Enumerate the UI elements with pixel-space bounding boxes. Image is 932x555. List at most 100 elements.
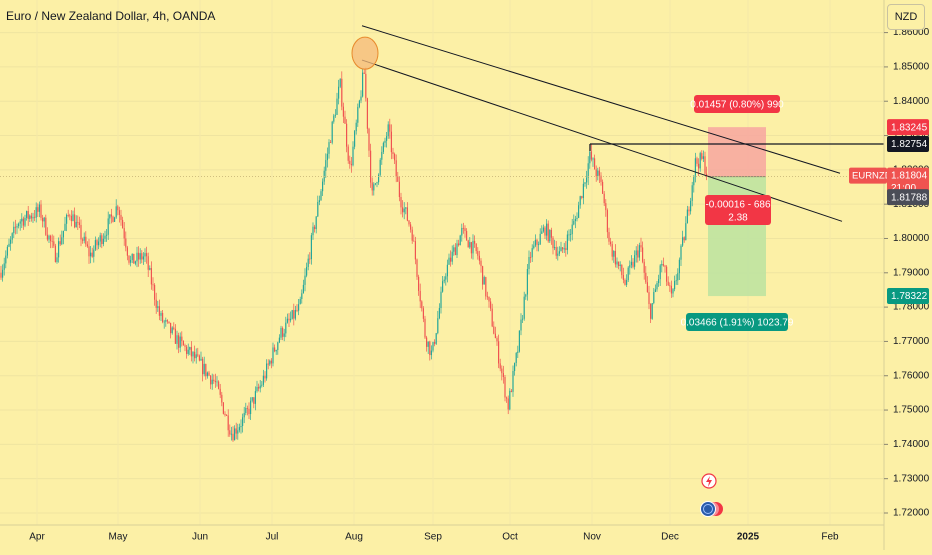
take-profit-zone[interactable]: [708, 176, 766, 297]
candle-body: [491, 308, 493, 327]
candle-body: [170, 322, 172, 334]
candle-body: [35, 207, 37, 218]
level-price-tag-bg: [887, 135, 929, 152]
candle-body: [683, 237, 685, 241]
candle-body: [280, 327, 282, 338]
x-tick-label: Sep: [424, 532, 442, 543]
trendline-lower[interactable]: [361, 59, 843, 222]
candle-body: [130, 259, 132, 263]
stop-loss-zone[interactable]: [708, 127, 766, 177]
candle-body: [422, 308, 424, 319]
candle-body: [462, 227, 464, 229]
candle-body: [368, 128, 370, 151]
candle-body: [294, 309, 296, 319]
candle-body: [629, 265, 631, 268]
candle-body: [632, 261, 634, 267]
candle-body: [306, 266, 308, 276]
candle-body: [557, 253, 559, 256]
candle-body: [589, 151, 591, 164]
candle-body: [291, 310, 293, 319]
candle-body: [590, 151, 592, 160]
candle-body: [312, 226, 314, 236]
candle-body: [270, 360, 272, 364]
candle-body: [259, 385, 261, 389]
candle-body: [547, 223, 549, 242]
candle-body: [384, 140, 386, 143]
stop-price-tag: 1.83245: [891, 122, 928, 133]
candle-body: [626, 280, 628, 285]
candle-body: [29, 215, 31, 219]
candle-body: [485, 277, 487, 297]
open-pnl-label-bg: [705, 195, 771, 225]
candle-body: [94, 240, 96, 250]
candle-body: [194, 351, 196, 359]
candle-body: [677, 273, 679, 281]
candle-body: [330, 142, 332, 143]
candle-body: [277, 342, 279, 351]
candle-body: [494, 333, 496, 339]
candle-body: [531, 248, 533, 258]
candle-body: [2, 269, 4, 278]
candle-body: [286, 318, 288, 323]
trendline-upper[interactable]: [361, 25, 841, 174]
candle-body: [502, 373, 504, 378]
candle-body: [595, 169, 597, 177]
candle-body: [363, 72, 365, 74]
y-axis[interactable]: 1.860001.850001.840001.830001.820001.810…: [883, 0, 930, 550]
candle-body: [622, 275, 624, 280]
candle-body: [8, 243, 10, 247]
candle-body: [187, 349, 189, 354]
entry-price-tag-bg: [887, 189, 929, 206]
candle-body: [339, 78, 341, 87]
drawings[interactable]: [0, 25, 884, 222]
y-tick-label: 1.72000: [893, 508, 930, 519]
candle-body: [264, 375, 266, 379]
economic-event-icon[interactable]: [700, 501, 716, 517]
candle-body: [480, 260, 482, 267]
candle-body: [13, 226, 15, 234]
candle-body: [570, 234, 572, 235]
candle-body: [411, 229, 413, 241]
candle-body: [466, 230, 468, 241]
candle-body: [678, 259, 680, 274]
candle-body: [43, 217, 45, 222]
candle-body: [410, 224, 412, 230]
candle-body: [178, 335, 180, 348]
y-tick-label: 1.80000: [893, 233, 930, 244]
candle-body: [304, 275, 306, 285]
currency-selector[interactable]: NZD: [887, 4, 925, 30]
candle-body: [562, 247, 564, 250]
candle-body: [598, 170, 600, 176]
candle-body: [128, 255, 130, 263]
highlight-circle[interactable]: [351, 36, 379, 70]
x-tick-label: Jun: [192, 532, 208, 543]
chart-icons[interactable]: [700, 473, 724, 517]
candle-body: [451, 251, 453, 262]
candle-body: [210, 375, 212, 385]
candle-body: [666, 266, 668, 282]
candle-body: [150, 268, 152, 285]
candle-body: [533, 245, 535, 249]
candle-body: [307, 258, 309, 267]
candle-body: [405, 207, 407, 209]
x-axis[interactable]: Apr May Jun Jul Aug Sep Oct Nov Dec 2025 Feb: [0, 524, 884, 543]
candle-body: [635, 250, 637, 256]
candle-body: [381, 151, 383, 160]
candle-body: [19, 221, 21, 224]
candle-body: [648, 292, 650, 305]
candle-body: [490, 301, 492, 309]
candle-body: [34, 216, 36, 218]
candle-body: [30, 215, 32, 219]
y-tick-label: 1.73000: [893, 473, 930, 484]
candle-body: [512, 371, 514, 392]
candle-body: [600, 175, 602, 182]
candle-body: [53, 241, 55, 246]
candle-body: [202, 358, 204, 375]
candle-body: [459, 235, 461, 246]
candle-body: [298, 304, 300, 311]
current-price-tag-bg: [887, 167, 929, 196]
candle-body: [646, 282, 648, 293]
candle-body: [483, 277, 485, 285]
